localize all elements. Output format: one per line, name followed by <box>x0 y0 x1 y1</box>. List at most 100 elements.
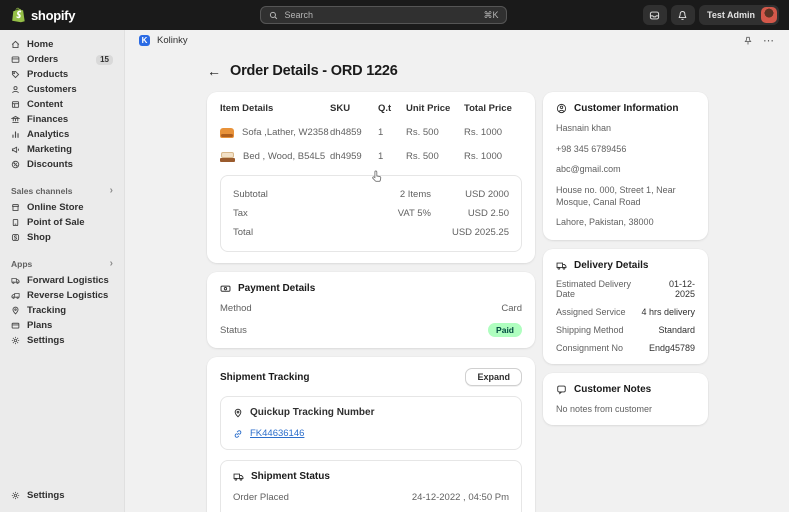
location-pin-icon <box>11 306 20 315</box>
online-store-icon <box>11 203 20 212</box>
breadcrumb: K Kolinky ⋯ <box>125 30 789 51</box>
col-sku: SKU <box>330 103 351 114</box>
item-qty: 1 <box>378 127 384 138</box>
sidebar-item-content[interactable]: Content <box>6 97 118 112</box>
sidebar-item-shop[interactable]: Shop <box>6 230 118 245</box>
customer-phone: +98 345 6789456 <box>556 143 627 154</box>
col-unit-price: Unit Price <box>406 103 451 114</box>
carrier-label: Quickup Tracking Number <box>250 407 375 418</box>
link-icon <box>233 429 243 439</box>
sidebar-item-orders[interactable]: Orders 15 <box>6 52 118 67</box>
orders-count-badge: 15 <box>96 54 113 65</box>
brand-name: shopify <box>31 7 76 23</box>
table-row: Bed , Wood, B54L5 dh4959 1 Rs. 500 Rs. 1… <box>220 151 522 162</box>
customer-notes-title: Customer Notes <box>574 384 652 396</box>
customer-name: Hasnain khan <box>556 123 612 133</box>
sidebar-item-finances[interactable]: Finances <box>6 112 118 127</box>
sidebar-item-plans[interactable]: Plans <box>6 318 118 333</box>
col-item-details: Item Details <box>220 103 274 114</box>
item-qty: 1 <box>378 151 384 162</box>
sidebar-item-point-of-sale[interactable]: Point of Sale <box>6 215 118 230</box>
sidebar-item-settings[interactable]: Settings <box>6 488 118 503</box>
delivery-row-shipping-method: Shipping Method Standard <box>556 325 695 336</box>
table-row: Sofa ,Lather, W2358 dh4859 1 Rs. 500 Rs.… <box>220 127 522 138</box>
sidebar-item-app-settings[interactable]: Settings <box>6 333 118 348</box>
app-badge[interactable]: K <box>139 35 150 46</box>
chevron-right-icon: › <box>109 185 113 196</box>
shipment-status-title: Shipment Status <box>251 471 330 482</box>
sidebar-item-reverse-logistics[interactable]: Reverse Logistics <box>6 288 118 303</box>
search-shortcut: ⌘K <box>483 9 499 20</box>
search-icon <box>269 11 278 20</box>
shipment-tracking-card: Shipment Tracking Expand Quickup Trackin… <box>207 357 535 512</box>
sofa-icon <box>220 127 234 138</box>
delivery-row-assigned-service: Assigned Service 4 hrs delivery <box>556 307 695 318</box>
summary-row-tax: Tax VAT 5% USD 2.50 <box>233 208 509 219</box>
item-sku: dh4859 <box>330 127 362 138</box>
sidebar-section-sales-channels[interactable]: Sales channels › <box>11 185 113 196</box>
status-badge: Paid <box>488 323 522 337</box>
person-circle-icon <box>556 103 567 114</box>
avatar <box>761 7 777 23</box>
back-button[interactable]: ← <box>207 63 221 79</box>
expand-button[interactable]: Expand <box>465 368 522 386</box>
item-total-price: Rs. 1000 <box>464 127 503 138</box>
note-icon <box>556 384 567 395</box>
order-summary: Subtotal 2 Items USD 2000 Tax VAT 5% USD… <box>220 175 522 252</box>
search-input[interactable]: Search ⌘K <box>260 6 508 24</box>
customer-email: abc@gmail.com <box>556 164 621 175</box>
more-icon[interactable]: ⋯ <box>763 35 775 47</box>
pin-icon[interactable] <box>743 36 753 46</box>
sidebar-item-products[interactable]: Products <box>6 67 118 82</box>
tracking-number-box: Quickup Tracking Number FK44636146 <box>220 396 522 450</box>
sidebar-item-forward-logistics[interactable]: Forward Logistics <box>6 273 118 288</box>
sidebar-item-discounts[interactable]: Discounts <box>6 157 118 172</box>
truck-icon <box>556 260 567 271</box>
cash-icon <box>220 283 231 294</box>
sidebar: Home Orders 15 Products Customers Conten… <box>0 30 125 512</box>
user-menu[interactable]: Test Admin <box>698 5 779 25</box>
shop-icon <box>11 233 20 242</box>
sidebar-item-analytics[interactable]: Analytics <box>6 127 118 142</box>
payment-details-card: Payment Details Method Card Status Paid <box>207 272 535 348</box>
bed-icon <box>220 151 235 162</box>
item-unit-price: Rs. 500 <box>406 151 439 162</box>
sidebar-item-customers[interactable]: Customers <box>6 82 118 97</box>
page-title: Order Details - ORD 1226 <box>230 63 398 79</box>
status-row-order-placed: Order Placed 24-12-2022 , 04:50 Pm <box>233 492 509 503</box>
shipment-status-box: Shipment Status Order Placed 24-12-2022 … <box>220 460 522 512</box>
chevron-right-icon: › <box>109 258 113 269</box>
search-placeholder: Search <box>284 10 314 20</box>
sidebar-item-marketing[interactable]: Marketing <box>6 142 118 157</box>
sidebar-section-apps[interactable]: Apps › <box>11 258 113 269</box>
user-name: Test Admin <box>706 10 755 20</box>
shopify-logo[interactable]: shopify <box>0 7 125 23</box>
orders-icon <box>11 55 20 64</box>
item-total-price: Rs. 1000 <box>464 151 503 162</box>
products-icon <box>11 70 20 79</box>
notifications-button[interactable] <box>670 5 695 25</box>
sidebar-item-online-store[interactable]: Online Store <box>6 200 118 215</box>
inbox-icon <box>649 10 660 21</box>
payment-status-row: Status Paid <box>220 323 522 337</box>
customer-notes-card: Customer Notes No notes from customer <box>543 373 708 426</box>
customer-notes-body: No notes from customer <box>556 404 653 415</box>
summary-row-subtotal: Subtotal 2 Items USD 2000 <box>233 189 509 200</box>
col-total-price: Total Price <box>464 103 512 114</box>
delivery-details-card: Delivery Details Estimated Delivery Date… <box>543 249 708 365</box>
customer-address: House no. 000, Street 1, Near Mosque, Ca… <box>556 185 676 207</box>
sidebar-item-tracking[interactable]: Tracking <box>6 303 118 318</box>
delivery-row-estimated-date: Estimated Delivery Date 01-12-2025 <box>556 279 695 300</box>
summary-row-total: Total USD 2025.25 <box>233 227 509 238</box>
payment-method-value: Card <box>501 303 522 314</box>
gear-icon <box>11 336 20 345</box>
tracking-number-link[interactable]: FK44636146 <box>250 428 305 439</box>
payment-method-row: Method Card <box>220 303 522 314</box>
truck-icon <box>11 276 20 285</box>
discounts-icon <box>11 160 20 169</box>
analytics-icon <box>11 130 20 139</box>
main-area: K Kolinky ⋯ ← Order Details - ORD 1226 I… <box>125 30 789 512</box>
inbox-button[interactable] <box>642 5 667 25</box>
sidebar-item-home[interactable]: Home <box>6 37 118 52</box>
app-name[interactable]: Kolinky <box>157 35 188 46</box>
